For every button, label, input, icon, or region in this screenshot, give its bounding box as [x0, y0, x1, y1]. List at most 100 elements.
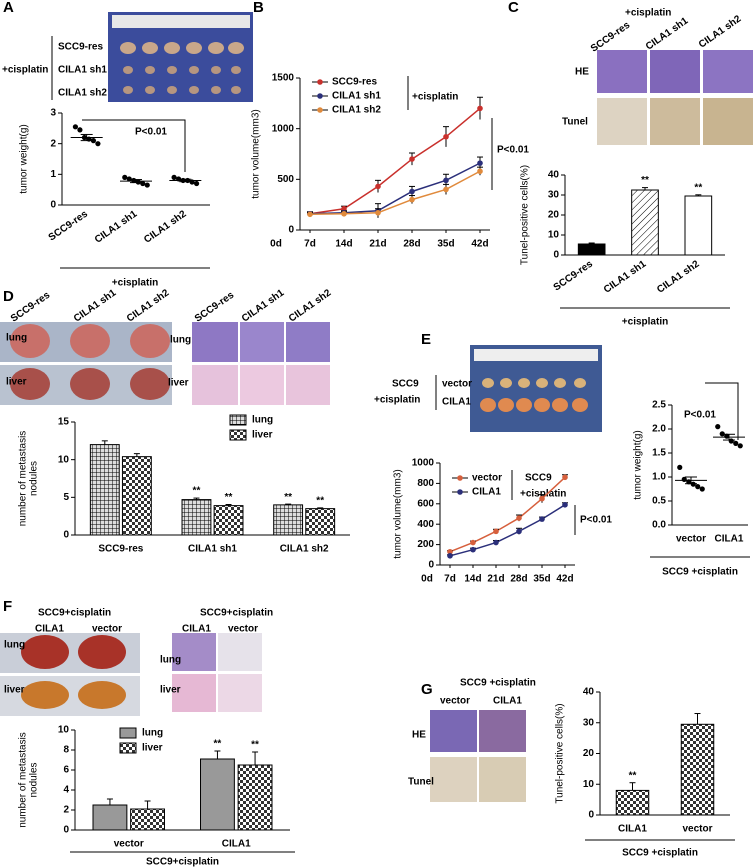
y-tick-label: 3 [50, 108, 56, 119]
photo [703, 98, 753, 145]
x-tick-label: 14d [464, 574, 481, 585]
data-point [516, 515, 522, 521]
photo-label: CILA1 sh2 [287, 287, 334, 324]
data-point [681, 476, 687, 482]
x-tick-label: CILA1 sh1 [93, 208, 140, 245]
photo-label: +cisplatin [374, 395, 420, 406]
y-tick-label: 2 [50, 138, 56, 149]
legend-swatch [229, 414, 247, 426]
photo-label: liver [168, 378, 189, 389]
data-point [733, 440, 739, 446]
x-tick-label: 42d [471, 239, 488, 250]
tumor [164, 42, 180, 54]
data-point [409, 156, 415, 162]
y-axis-label: number of metastasis [18, 732, 29, 828]
organ [78, 681, 126, 709]
group-label: SCC9 +cisplatin [662, 567, 738, 578]
photo-label: lung [6, 333, 27, 344]
panel-letter: F [3, 598, 12, 615]
y-axis-label: tumor volume(mm3) [251, 109, 262, 198]
photo-label: vector [440, 696, 470, 707]
group-label: SCC9+cisplatin [146, 857, 219, 867]
y-tick-label: 400 [417, 519, 434, 530]
photo [597, 98, 647, 145]
data-point [699, 486, 705, 492]
series-line [449, 504, 566, 557]
organ [10, 324, 50, 358]
tumor [211, 66, 221, 74]
bar [237, 764, 273, 831]
bar [89, 444, 120, 536]
photo-label: CILA1 sh1 [72, 287, 119, 324]
y-tick-label: 15 [58, 417, 70, 428]
photo-label: lung [170, 335, 191, 346]
x-tick-label: CILA1 sh2 [142, 208, 189, 245]
photo [650, 50, 700, 93]
y-tick-label: 10 [583, 779, 595, 790]
significance: ** [193, 486, 201, 497]
photo-label: CILA1 [493, 696, 522, 707]
tumor [554, 378, 566, 388]
x-tick-label: 14d [335, 239, 352, 250]
photo-label: SCC9-res [9, 290, 53, 325]
photo-label: lung [4, 640, 25, 651]
x-tick-label: 21d [487, 574, 504, 585]
tumor [518, 378, 530, 388]
bar [130, 808, 165, 831]
x-tick-label: 0d [270, 239, 282, 250]
annotation: P<0.01 [497, 145, 529, 156]
tumor [231, 86, 241, 94]
data-point [539, 516, 545, 522]
tumor [145, 66, 155, 74]
panel-letter: D [3, 288, 14, 305]
photo-label: SCC9+cisplatin [38, 608, 111, 619]
panel-letter: A [3, 0, 14, 16]
x-tick-label: CILA1 [618, 824, 647, 835]
x-tick-label: 21d [369, 239, 386, 250]
y-tick-label: 0 [63, 825, 69, 836]
x-tick-label: SCC9-res [98, 544, 143, 555]
y-tick-label: 1.5 [652, 448, 666, 459]
panel-letter: E [421, 331, 431, 348]
tumor [231, 66, 241, 74]
data-point [443, 177, 449, 184]
ruler [112, 15, 250, 28]
photo [286, 322, 330, 362]
photo [172, 633, 216, 671]
photo [479, 757, 526, 802]
photo-label: SCC9 +cisplatin [460, 678, 536, 689]
legend-swatch [119, 727, 137, 739]
data-point [695, 484, 701, 490]
significance: ** [694, 182, 702, 193]
tumor [211, 86, 221, 94]
y-tick-label: 20 [583, 748, 595, 759]
data-point [443, 133, 449, 140]
legend-label: CILA1 sh2 [332, 105, 381, 116]
photo-label: CILA1 sh1 [644, 15, 691, 52]
x-tick-label: vector [676, 534, 706, 545]
data-point [375, 209, 381, 216]
photo [218, 633, 262, 671]
x-tick-label: CILA1 [222, 839, 251, 850]
legend-label: lung [252, 415, 273, 426]
tumor [482, 378, 494, 388]
tumor [536, 378, 548, 388]
legend-marker [317, 93, 323, 99]
y-axis-label: number of metastasis [18, 431, 29, 527]
legend-label: lung [142, 728, 163, 739]
series-line [309, 170, 481, 216]
photo-label: CILA1 sh2 [697, 13, 744, 50]
data-point [95, 141, 101, 147]
photo-label: CILA1 [442, 397, 471, 408]
data-point [144, 182, 150, 188]
x-tick-label: CILA1 [715, 534, 744, 545]
y-tick-label: 1000 [272, 123, 295, 134]
legend-swatch [119, 742, 137, 754]
y-tick-label: 30 [548, 190, 560, 201]
significance: ** [251, 740, 259, 751]
tumor [167, 66, 177, 74]
photo [218, 674, 262, 712]
x-tick-label: SCC9-res [552, 258, 596, 293]
photo-label: Tunel [562, 117, 588, 128]
organ [78, 635, 126, 669]
